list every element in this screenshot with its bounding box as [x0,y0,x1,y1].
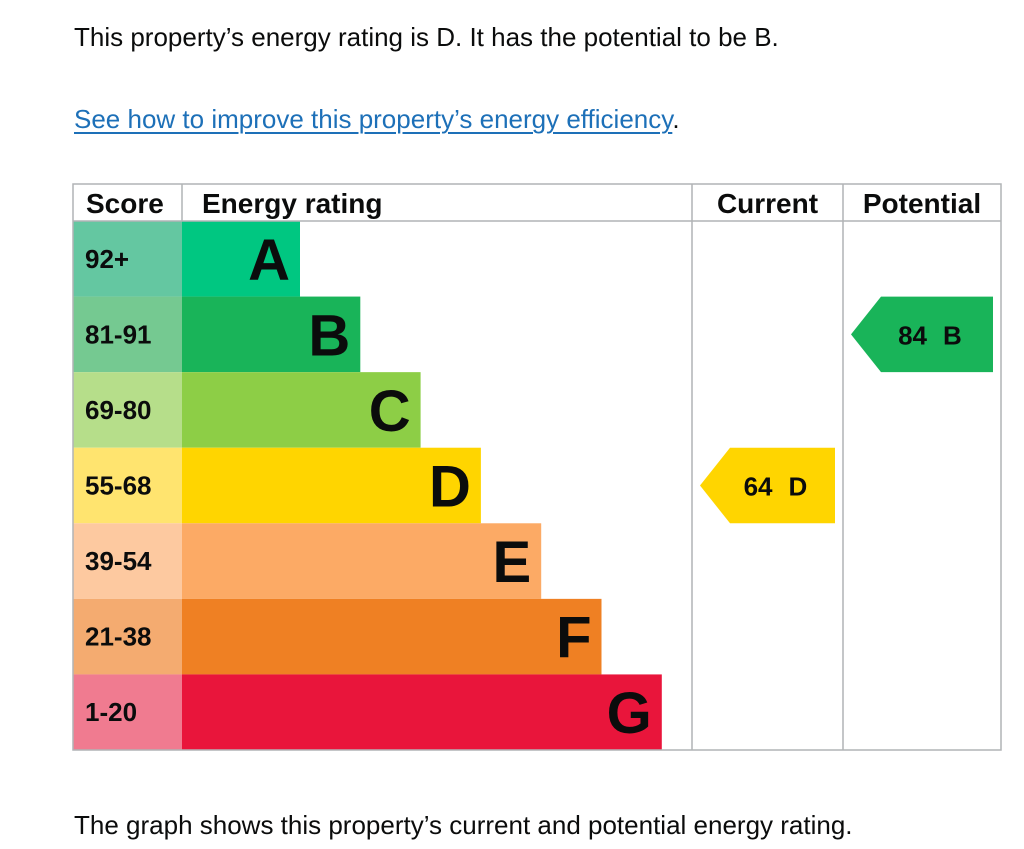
rating-letter-g: G [607,681,652,746]
score-cell-f [73,598,182,675]
header-energy-rating: Energy rating [202,188,382,219]
score-label-f: 21-38 [85,622,152,652]
rating-letter-e: E [493,530,532,595]
rating-bar-a [182,221,300,297]
score-label-c: 69-80 [85,395,152,425]
rating-bar-e [182,523,542,599]
score-label-d: 55-68 [85,471,152,501]
score-label-b: 81-91 [85,319,152,349]
current-rating-score: 64 [744,472,773,502]
score-cell-a [73,221,182,297]
header-potential: Potential [863,188,981,219]
rating-bar-d [182,447,481,524]
improve-paragraph: See how to improve this property’s energ… [74,100,680,138]
rating-letter-c: C [369,379,411,444]
score-label-e: 39-54 [85,546,152,576]
potential-rating-arrow [851,296,993,373]
rating-bar-b [182,296,361,373]
improve-suffix: . [672,104,680,134]
score-label-a: 92+ [85,244,129,274]
potential-rating-letter: B [943,320,962,350]
header-current: Current [717,188,818,219]
score-cell-d [73,447,182,524]
header-score: Score [86,188,164,219]
score-cell-e [73,523,182,599]
chart-caption: The graph shows this property’s current … [74,810,853,840]
chart-border [72,183,1002,751]
score-label-g: 1-20 [85,697,137,727]
rating-letter-d: D [429,455,471,520]
improve-efficiency-link[interactable]: See how to improve this property’s energ… [74,104,673,134]
score-cell-c [73,372,182,448]
current-rating-letter: D [789,472,808,502]
rating-letter-b: B [308,303,350,368]
rating-bar-g [182,674,662,750]
rating-letter-a: A [248,228,290,293]
score-cell-g [73,674,182,750]
score-cell-b [73,296,182,373]
energy-rating-summary: This property’s energy rating is D. It h… [74,22,779,52]
current-rating-arrow [700,447,835,524]
rating-bar-f [182,598,602,675]
potential-rating-score: 84 [898,320,927,350]
rating-letter-f: F [556,606,591,671]
rating-bar-c [182,372,421,448]
